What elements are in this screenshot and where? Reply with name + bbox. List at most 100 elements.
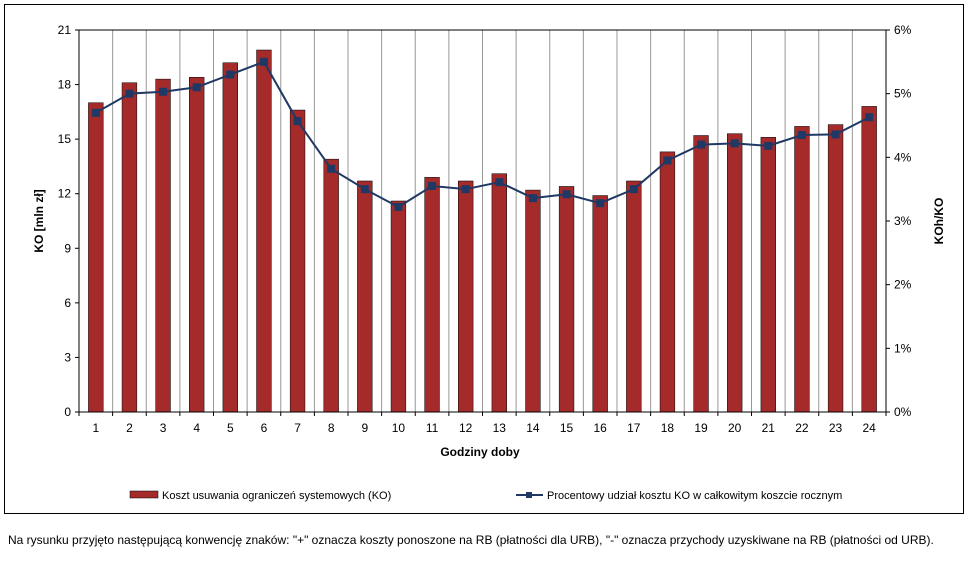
y2-tick-label: 4% bbox=[894, 150, 912, 164]
x-tick-label: 15 bbox=[560, 421, 574, 435]
bar bbox=[592, 195, 608, 413]
x-tick-label: 18 bbox=[661, 421, 675, 435]
bar bbox=[659, 151, 676, 413]
x-axis-ticks: 1 2 3 4 5 6 7 8 9 10 11 12 13 14 15 16 17 18 19 20 21 22 23 24 bbox=[78, 412, 887, 435]
legend-line-marker bbox=[526, 492, 532, 498]
line-marker bbox=[259, 57, 268, 66]
x-tick-label: 16 bbox=[594, 421, 608, 435]
bar bbox=[323, 158, 339, 413]
bar bbox=[626, 180, 642, 413]
bar bbox=[88, 102, 104, 413]
line-marker bbox=[797, 131, 806, 140]
line-marker bbox=[461, 185, 470, 194]
line-marker bbox=[528, 194, 537, 203]
chart-frame: 0 3 6 9 12 15 18 21 0% 1% 2% 3% 4% 5% 6% 1 2 3 4 5 6 7 8 9 10 1… bbox=[4, 4, 964, 514]
y2-tick-label: 5% bbox=[894, 87, 912, 101]
y2-tick-label: 2% bbox=[894, 278, 912, 292]
x-tick-label: 21 bbox=[762, 421, 776, 435]
line-marker bbox=[562, 190, 571, 199]
legend-bar-swatch bbox=[129, 490, 159, 499]
x-tick-label: 20 bbox=[728, 421, 742, 435]
y2-tick-label: 1% bbox=[894, 341, 912, 355]
y2-tick-label: 0% bbox=[894, 405, 912, 419]
x-tick-label: 7 bbox=[294, 421, 301, 435]
bar bbox=[357, 180, 373, 413]
bar bbox=[155, 78, 171, 413]
x-tick-label: 6 bbox=[261, 421, 268, 435]
x-tick-label: 4 bbox=[193, 421, 200, 435]
x-tick-label: 23 bbox=[829, 421, 843, 435]
line-marker bbox=[91, 108, 100, 117]
y2-tick-label: 3% bbox=[894, 214, 912, 228]
bar bbox=[256, 49, 272, 413]
bar bbox=[289, 109, 306, 413]
x-axis-title: Godziny doby bbox=[440, 445, 520, 459]
y2-axis-title: KOh/KO bbox=[932, 198, 946, 245]
y-tick-label: 15 bbox=[58, 132, 72, 146]
y-tick-label: 21 bbox=[58, 23, 72, 37]
bar bbox=[491, 173, 507, 413]
x-tick-label: 12 bbox=[459, 421, 473, 435]
line-marker bbox=[428, 181, 437, 190]
x-tick-label: 3 bbox=[160, 421, 167, 435]
bar-series bbox=[88, 49, 877, 413]
x-tick-label: 2 bbox=[126, 421, 133, 435]
x-tick-label: 24 bbox=[863, 421, 877, 435]
left-axis-ticks: 0 3 6 9 12 15 18 21 bbox=[58, 23, 79, 419]
line-marker bbox=[495, 178, 504, 187]
bar bbox=[693, 135, 709, 413]
bar bbox=[390, 200, 407, 413]
line-marker bbox=[865, 113, 874, 122]
x-tick-label: 19 bbox=[694, 421, 708, 435]
y-tick-label: 18 bbox=[58, 78, 72, 92]
x-tick-label: 11 bbox=[426, 421, 439, 435]
x-tick-label: 8 bbox=[328, 421, 335, 435]
line-marker bbox=[596, 199, 605, 208]
line-marker bbox=[394, 202, 403, 211]
x-tick-label: 22 bbox=[795, 421, 809, 435]
line-marker bbox=[226, 70, 235, 79]
line-marker bbox=[293, 117, 302, 126]
y-tick-label: 12 bbox=[58, 187, 72, 201]
y-tick-label: 9 bbox=[64, 241, 71, 255]
y-tick-label: 3 bbox=[64, 350, 71, 364]
line-marker bbox=[192, 83, 201, 92]
line-marker bbox=[360, 185, 369, 194]
legend: Koszt usuwania ograniczeń systemowych (K… bbox=[129, 490, 842, 502]
legend-bar-label: Koszt usuwania ograniczeń systemowych (K… bbox=[162, 490, 391, 502]
bar bbox=[760, 137, 776, 413]
footnote: Na rysunku przyjęto następującą konwencj… bbox=[8, 533, 934, 547]
line-marker bbox=[125, 89, 134, 98]
bar bbox=[424, 177, 440, 413]
line-marker bbox=[764, 141, 773, 150]
vertical-gridlines bbox=[112, 30, 853, 412]
line-marker bbox=[327, 164, 336, 173]
bar bbox=[861, 106, 877, 413]
bar bbox=[794, 126, 810, 413]
bar bbox=[827, 124, 844, 413]
bar bbox=[121, 82, 138, 413]
y-axis-title: KO [mln zł] bbox=[32, 189, 46, 252]
x-tick-label: 9 bbox=[361, 421, 368, 435]
x-tick-label: 5 bbox=[227, 421, 234, 435]
line-marker bbox=[663, 156, 672, 165]
bar bbox=[222, 62, 238, 413]
x-tick-label: 13 bbox=[493, 421, 507, 435]
bar bbox=[458, 180, 474, 413]
line-marker bbox=[159, 87, 168, 96]
line-series bbox=[91, 57, 874, 211]
bar bbox=[525, 189, 541, 413]
y2-tick-label: 6% bbox=[894, 23, 912, 37]
x-tick-label: 10 bbox=[392, 421, 406, 435]
x-tick-label: 14 bbox=[526, 421, 540, 435]
bar bbox=[727, 133, 743, 413]
bar bbox=[189, 77, 205, 413]
line-marker bbox=[629, 185, 638, 194]
x-tick-label: 1 bbox=[92, 421, 99, 435]
line-marker bbox=[730, 139, 739, 148]
series-line bbox=[95, 60, 870, 209]
line-marker bbox=[831, 130, 840, 139]
bar bbox=[558, 186, 575, 413]
y-tick-label: 0 bbox=[64, 405, 71, 419]
